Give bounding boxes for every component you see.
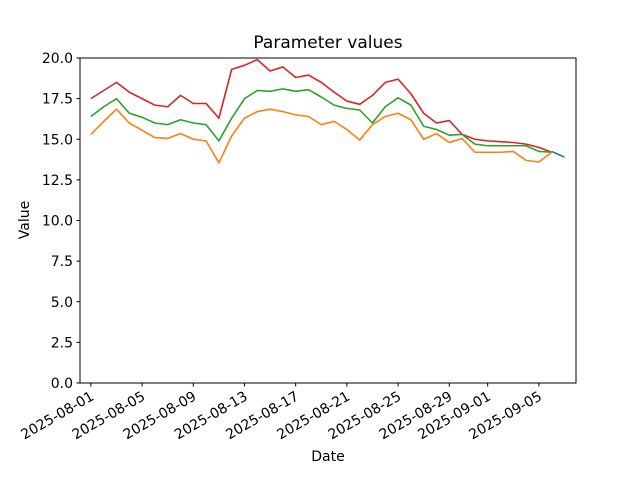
y-tick-label: 7.5 <box>51 254 73 270</box>
y-axis-label: Value <box>17 201 33 239</box>
series-blue-line <box>551 150 565 158</box>
series-green-line <box>90 88 552 154</box>
y-tick-label: 12.5 <box>42 173 73 189</box>
x-axis-label: Date <box>311 449 344 465</box>
series-lines <box>90 58 565 164</box>
series-red-line <box>90 58 552 153</box>
y-tick-label: 15.0 <box>42 132 73 148</box>
y-tick-label: 17.5 <box>42 92 73 108</box>
plot-area <box>79 57 577 384</box>
y-tick-label: 20.0 <box>42 51 73 67</box>
y-tick-label: 2.5 <box>51 335 73 351</box>
y-tick-label: 5.0 <box>51 295 73 311</box>
x-axis-ticks: 2025-08-012025-08-052025-08-092025-08-13… <box>18 383 545 443</box>
series-orange-line <box>90 108 553 164</box>
y-tick-label: 10.0 <box>42 214 73 230</box>
chart-title: Parameter values <box>253 33 402 53</box>
y-tick-label: 0.0 <box>51 376 73 392</box>
y-axis-ticks: 0.0 2.5 5.0 7.5 10.0 12.5 15.0 17.5 20.0 <box>42 51 80 392</box>
